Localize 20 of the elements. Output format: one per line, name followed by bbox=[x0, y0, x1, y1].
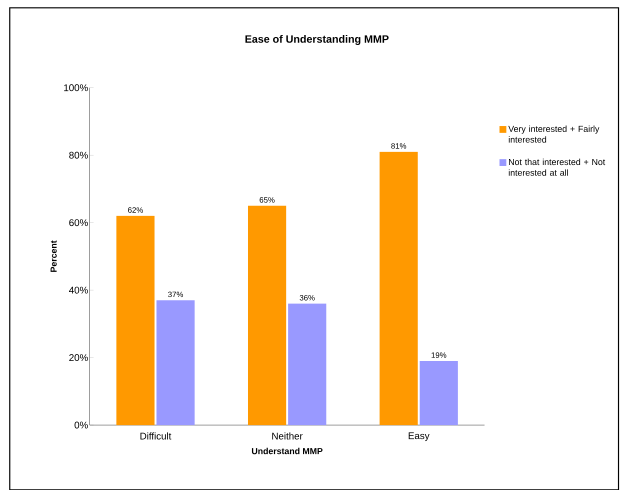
bar bbox=[116, 216, 155, 425]
y-tick-label: 40% bbox=[69, 286, 88, 294]
bar bbox=[380, 152, 418, 425]
y-tick-label: 100% bbox=[64, 84, 88, 91]
x-tick-label: Neither bbox=[272, 432, 303, 440]
x-axis-title: Understand MMP bbox=[252, 448, 323, 454]
y-tick-label: 60% bbox=[69, 219, 88, 226]
bar bbox=[248, 206, 286, 425]
bar bbox=[288, 303, 326, 425]
x-tick-label: Difficult bbox=[140, 432, 172, 440]
y-axis-title: Percent bbox=[50, 240, 57, 272]
bar bbox=[420, 360, 458, 425]
y-tick-label: 20% bbox=[69, 354, 88, 361]
y-tick-label: 80% bbox=[69, 152, 88, 158]
bar bbox=[156, 300, 195, 425]
legend-label: Very interested + Fairly interested bbox=[508, 125, 600, 142]
y-tick-label: 0% bbox=[74, 421, 88, 428]
legend-label: Not that interested + Not interested at all bbox=[508, 158, 606, 176]
x-tick-label: Easy bbox=[408, 432, 430, 441]
chart-title: Ease of Understanding MMP bbox=[245, 34, 389, 45]
